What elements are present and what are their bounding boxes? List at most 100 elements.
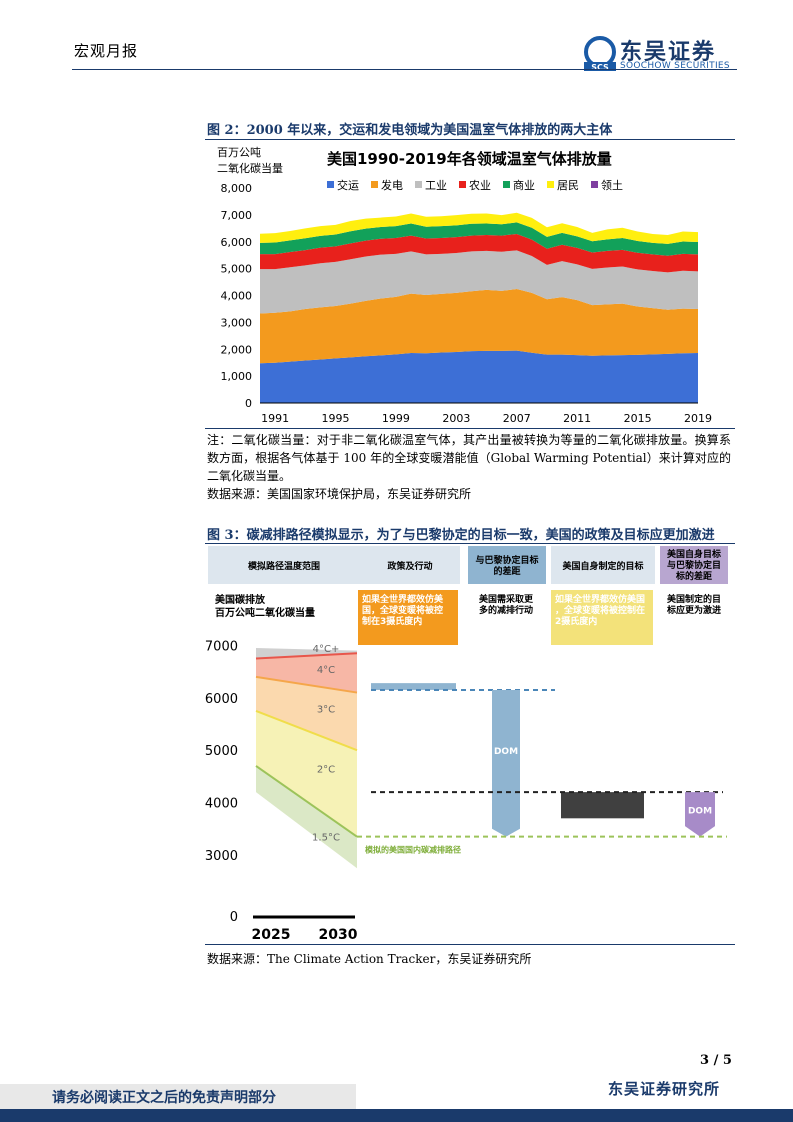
x-tick-label: 2030 <box>319 927 358 943</box>
column-header-3 <box>551 546 655 584</box>
y-tick-label: 4000 <box>205 797 238 812</box>
column-header-1 <box>360 546 460 584</box>
scenario-label-1: 4°C <box>317 665 335 676</box>
y-tick-label: 7000 <box>205 639 238 654</box>
y-tick-label: 1,000 <box>221 370 253 383</box>
annotation-text-0: 国，全球变暖将被控 <box>362 604 443 616</box>
column-header-label-0: 模拟路径温度范围 <box>248 560 320 572</box>
scenario-band-0 <box>256 648 357 659</box>
chart1-ylabel-1: 百万公吨 <box>217 146 261 159</box>
legend-label-2: 工业 <box>425 179 447 192</box>
y-tick-label: 4,000 <box>221 290 253 303</box>
legend-swatch-6 <box>591 181 598 188</box>
figure3-title: 图 3：碳减排路径模拟显示，为了与巴黎协定的目标一致，美国的政策及目标应更加激进 <box>207 528 715 543</box>
policy-gap-label: DOM <box>494 747 518 757</box>
scenario-line-3 <box>255 765 358 838</box>
column-header-label-3: 美国自身制定的目标 <box>562 560 643 572</box>
y-tick-label: 5000 <box>205 744 238 759</box>
column-header-label-4: 美国自身目标 <box>667 548 721 560</box>
scenario-line-2 <box>255 709 358 752</box>
x-tick-label: 1991 <box>261 412 289 425</box>
legend-swatch-3 <box>459 181 466 188</box>
scenario-band-3 <box>256 710 357 837</box>
legend-swatch-5 <box>547 181 554 188</box>
footer-disclaimer: 请务必阅读正文之后的免责声明部分 <box>52 1090 276 1106</box>
figure3-source: 数据来源：The Climate Action Tracker，东吴证券研究所 <box>207 952 532 966</box>
area-2 <box>260 250 698 314</box>
figure2-title: 图 2：2000 年以来，交运和发电领域为美国温室气体排放的两大主体 <box>207 123 613 138</box>
report-type: 宏观月报 <box>74 42 139 60</box>
legend-swatch-1 <box>371 181 378 188</box>
y-tick-label: 0 <box>230 910 238 925</box>
figure2-top-rule <box>205 139 735 140</box>
column-header-label-4: 标的差距 <box>675 570 712 582</box>
scenario-band-4 <box>256 765 357 869</box>
annotation-text-0: 如果全世界都效仿美 <box>362 593 444 605</box>
target-gap-label: DOM <box>688 806 712 816</box>
area-1 <box>260 289 698 364</box>
footer-bar <box>0 1109 793 1122</box>
annotation-text-3: 美国制定的目 <box>667 593 721 605</box>
scenario-line-1 <box>255 675 358 694</box>
x-tick-label: 1999 <box>382 412 410 425</box>
legend-swatch-2 <box>415 181 422 188</box>
column-header-label-4: 与巴黎协定目 <box>667 559 721 571</box>
column-header-label-2: 与巴黎协定目标 <box>475 554 538 566</box>
chart2-ylabel-1: 美国碳排放 <box>215 593 266 606</box>
x-tick-label: 2003 <box>442 412 470 425</box>
x-tick-label: 2019 <box>684 412 712 425</box>
x-tick-label: 2025 <box>252 927 291 943</box>
annotation-text-2: 如果全世界都效仿美国 <box>555 593 645 605</box>
annotation-box-0 <box>358 590 458 645</box>
scenario-label-2: 3°C <box>317 704 335 715</box>
column-header-2 <box>468 546 546 584</box>
policy-gap-arrow <box>492 689 520 837</box>
column-header-label-1: 政策及行动 <box>387 560 432 572</box>
figure2-source: 数据来源：美国国家环境保护局，东吴证券研究所 <box>207 487 472 501</box>
legend-label-3: 农业 <box>469 178 491 192</box>
legend-swatch-0 <box>327 181 334 188</box>
y-tick-label: 7,000 <box>221 209 253 222</box>
column-header-4 <box>660 546 728 584</box>
y-tick-label: 2,000 <box>221 343 253 356</box>
figure3-top-rule <box>205 543 735 544</box>
x-tick-label: 2015 <box>624 412 652 425</box>
legend-label-1: 发电 <box>381 178 403 192</box>
y-tick-label: 6000 <box>205 692 238 707</box>
legend-label-6: 领土 <box>601 179 623 192</box>
page-number: 3 / 5 <box>700 1053 732 1068</box>
policy-bar <box>371 683 456 690</box>
scenario-label-3: 2°C <box>317 765 335 776</box>
chart1-title: 美国1990-2019年各领域温室气体排放量 <box>327 150 612 168</box>
scenario-line-0 <box>255 652 358 660</box>
chart2-ylabel-2: 百万公吨二氧化碳当量 <box>215 606 315 619</box>
y-tick-label: 5,000 <box>221 263 253 276</box>
annotation-text-0: 制在3摄氏度内 <box>362 615 422 627</box>
column-header-0 <box>208 546 360 584</box>
figure3-bottom-rule <box>205 944 735 945</box>
annotation-text-2: 2摄氏度内 <box>555 615 597 627</box>
area-3 <box>260 233 698 273</box>
y-tick-label: 6,000 <box>221 236 253 249</box>
header-rule <box>72 69 737 70</box>
annotation-text-2: ，全球变暖将被控制在 <box>555 604 645 616</box>
path-label: 模拟的美国国内碳减排路径 <box>365 845 461 855</box>
area-4 <box>260 222 698 256</box>
logo-en: SOOCHOW SECURITIES <box>620 61 730 71</box>
annotation-box-1 <box>475 590 547 635</box>
y-tick-label: 3,000 <box>221 316 253 329</box>
legend-label-0: 交运 <box>337 178 359 192</box>
emissions-area-chart: 百万公吨 二氧化碳当量 美国1990-2019年各领域温室气体排放量 交运 发电 工… <box>217 146 712 425</box>
column-header-label-2: 的差距 <box>493 565 520 577</box>
annotation-box-2 <box>551 590 653 645</box>
y-tick-label: 0 <box>245 397 252 410</box>
x-tick-label: 1995 <box>322 412 350 425</box>
figure2-note: 注：二氧化碳当量：对于非二氧化碳温室气体，其产出量被转换为等量的二氧化碳排放量。… <box>207 433 731 483</box>
area-5 <box>260 212 698 244</box>
target-gap-arrow <box>685 792 715 837</box>
annotation-text-1: 多的减排行动 <box>479 604 533 616</box>
y-tick-label: 8,000 <box>221 182 253 195</box>
x-tick-label: 2011 <box>563 412 591 425</box>
logo-cn: 东吴证券 <box>620 40 717 65</box>
